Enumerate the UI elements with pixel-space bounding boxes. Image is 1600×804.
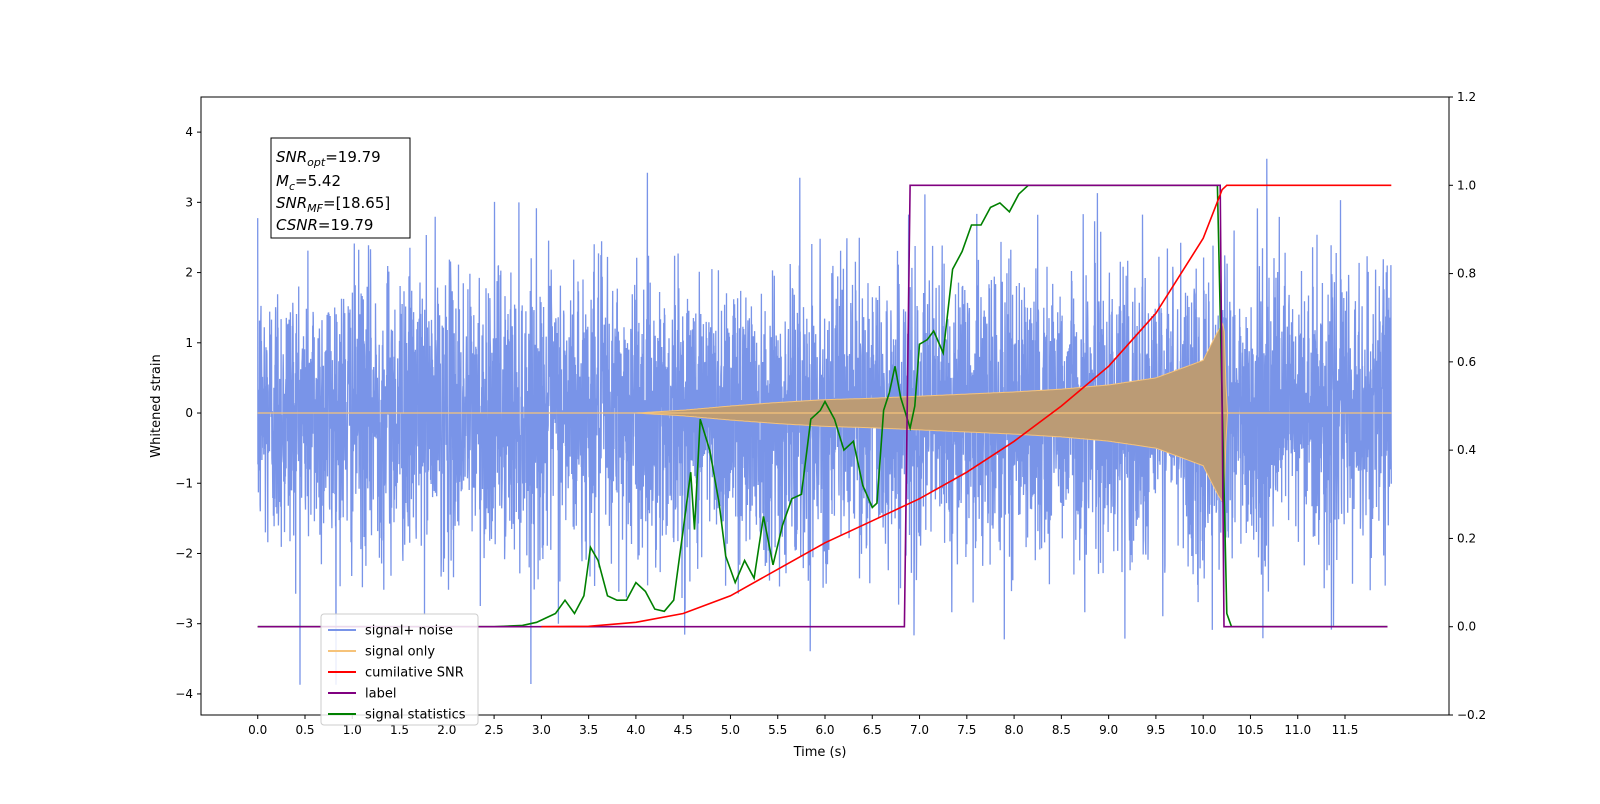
x-tick-label: 4.0: [626, 723, 645, 737]
y2-tick-label: 1.0: [1457, 178, 1476, 192]
x-tick-label: 5.5: [768, 723, 787, 737]
legend-entry: signal+ noise: [365, 624, 453, 639]
x-tick-label: 0.5: [295, 723, 314, 737]
x-tick-label: 1.5: [390, 723, 409, 737]
y-tick-label: 2: [185, 266, 193, 280]
legend-frame: [320, 613, 479, 726]
annotation-box: SNRopt=19.79 Mc=5.42 SNRMF=[18.65] CSNR=…: [270, 137, 411, 239]
legend-entry: signal only: [365, 645, 435, 660]
annotation-snr-opt: SNRopt=19.79: [276, 148, 381, 169]
x-tick-label: 9.0: [1099, 723, 1118, 737]
x-tick-label: 1.0: [343, 723, 362, 737]
x-tick-label: 6.0: [815, 723, 834, 737]
y2-tick-label: 0.0: [1457, 620, 1476, 634]
x-tick-label: 0.0: [248, 723, 267, 737]
y2-tick-label: 0.2: [1457, 531, 1476, 545]
y-tick-label: −4: [175, 687, 193, 701]
x-axis: 0.0 0.5 1.0 1.5 2.0 2.5 3.0 3.5 4.0 4.5 5.0 5.5 6.0 6…: [248, 715, 1358, 737]
annotation-snr-mf: SNRMF=[18.65]: [276, 194, 390, 215]
annotation-chirp-mass: Mc=5.42: [276, 172, 341, 193]
y-tick-label: −2: [175, 546, 193, 560]
legend: signal+ noise signal only cumilative SNR la…: [320, 613, 479, 726]
legend-entry: label: [365, 687, 396, 702]
plot-area: [257, 158, 1392, 685]
x-tick-label: 10.5: [1237, 723, 1264, 737]
x-tick-label: 5.0: [721, 723, 740, 737]
y2-tick-label: 0.8: [1457, 267, 1476, 281]
x-tick-label: 2.5: [485, 723, 504, 737]
series-signal-statistics: [257, 184, 1388, 628]
x-tick-label: 4.5: [674, 723, 693, 737]
x-tick-label: 3.5: [579, 723, 598, 737]
annotation-csnr: CSNR=19.79: [276, 216, 373, 234]
y-tick-label: 1: [185, 336, 193, 350]
legend-entry: cumilative SNR: [365, 666, 464, 681]
y-axis-left: −4 −3 −2 −1 0 1 2 3 4: [175, 125, 201, 701]
series-signal-noise: [257, 158, 1392, 685]
x-tick-label: 11.0: [1284, 723, 1311, 737]
y-tick-label: −1: [175, 476, 193, 490]
x-tick-label: 3.0: [532, 723, 551, 737]
x-tick-label: 8.0: [1005, 723, 1024, 737]
y-axis-right: −0.2 0.0 0.2 0.4 0.6 0.8 1.0 1.2: [1449, 90, 1486, 722]
y-tick-label: 0: [185, 406, 193, 420]
y-tick-label: −3: [175, 617, 193, 631]
x-tick-label: 6.5: [863, 723, 882, 737]
x-axis-label: Time (s): [793, 745, 847, 760]
y-tick-label: 4: [185, 125, 193, 139]
series-label: [257, 184, 1388, 628]
y2-tick-label: 1.2: [1457, 90, 1476, 104]
x-tick-label: 11.5: [1332, 723, 1359, 737]
x-tick-label: 2.0: [437, 723, 456, 737]
legend-entry: signal statistics: [365, 708, 466, 723]
x-tick-label: 10.0: [1190, 723, 1217, 737]
y2-tick-label: 0.6: [1457, 355, 1476, 369]
y2-tick-label: 0.4: [1457, 443, 1476, 457]
x-tick-label: 7.5: [957, 723, 976, 737]
x-tick-label: 7.0: [910, 723, 929, 737]
y-axis-label: Whitened strain: [149, 354, 164, 457]
y-tick-label: 3: [185, 195, 193, 209]
series-cumulative-snr: [541, 184, 1392, 628]
y2-tick-label: −0.2: [1457, 708, 1486, 722]
x-tick-label: 9.5: [1146, 723, 1165, 737]
x-tick-label: 8.5: [1052, 723, 1071, 737]
